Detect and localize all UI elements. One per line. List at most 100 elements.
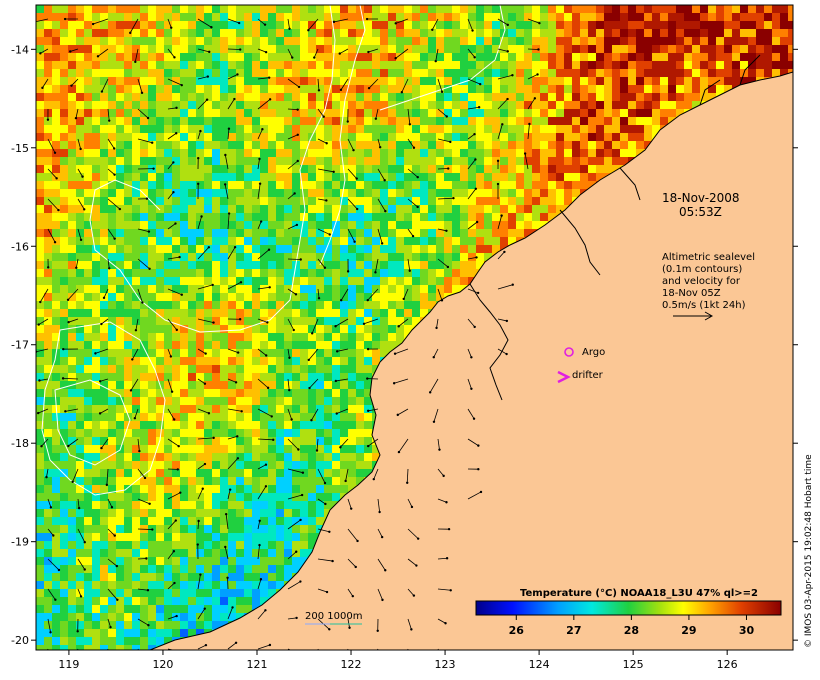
sst-pixel [220,189,228,197]
sst-pixel [220,293,228,301]
sst-pixel [580,101,588,109]
sst-pixel [676,61,684,69]
sst-pixel [204,229,212,237]
sst-pixel [372,277,380,285]
sst-pixel [236,333,244,341]
sst-pixel [260,5,268,13]
sst-pixel [308,173,316,181]
sst-pixel [324,293,332,301]
sst-pixel [604,5,612,13]
sst-pixel [764,69,772,77]
sst-pixel [108,5,116,13]
sst-pixel [108,325,116,333]
sst-pixel [284,13,292,21]
sst-pixel [684,53,692,61]
sst-pixel [516,77,524,85]
sst-pixel [452,173,460,181]
sst-pixel [132,397,140,405]
sst-pixel [404,125,412,133]
sst-pixel [228,309,236,317]
sst-pixel [156,109,164,117]
sst-pixel [284,253,292,261]
sst-pixel [156,165,164,173]
sst-pixel [332,205,340,213]
sst-pixel [100,109,108,117]
sst-pixel [124,357,132,365]
sst-pixel [452,101,460,109]
sst-pixel [340,261,348,269]
sst-pixel [676,53,684,61]
sst-pixel [716,77,724,85]
sst-pixel [636,93,644,101]
sst-pixel [220,29,228,37]
sst-pixel [204,13,212,21]
sst-pixel [172,349,180,357]
sst-pixel [252,197,260,205]
sst-pixel [132,45,140,53]
sst-pixel [100,229,108,237]
sst-pixel [348,189,356,197]
sst-pixel [212,61,220,69]
sst-pixel [148,413,156,421]
sst-pixel [452,221,460,229]
sst-pixel [500,133,508,141]
sst-pixel [636,117,644,125]
sst-pixel [196,69,204,77]
sst-pixel [68,245,76,253]
sst-pixel [172,189,180,197]
sst-pixel [308,29,316,37]
sst-pixel [156,69,164,77]
sst-pixel [84,325,92,333]
sst-pixel [68,413,76,421]
sst-pixel [468,45,476,53]
sst-pixel [164,13,172,21]
sst-pixel [108,85,116,93]
sst-pixel [276,221,284,229]
sst-pixel [348,29,356,37]
sst-pixel [140,237,148,245]
sst-pixel [212,213,220,221]
sst-pixel [156,373,164,381]
sst-pixel [84,253,92,261]
sst-pixel [116,157,124,165]
sst-pixel [132,21,140,29]
sst-pixel [36,245,44,253]
sst-pixel [236,69,244,77]
sst-pixel [188,157,196,165]
sst-pixel [60,117,68,125]
sst-pixel [668,93,676,101]
sst-pixel [388,173,396,181]
sst-pixel [92,285,100,293]
sst-pixel [172,37,180,45]
sst-pixel [412,293,420,301]
sst-pixel [76,213,84,221]
sst-pixel [196,229,204,237]
sst-pixel [236,357,244,365]
sst-pixel [404,237,412,245]
sst-pixel [292,85,300,93]
sst-pixel [36,397,44,405]
sst-pixel [532,109,540,117]
sst-pixel [244,349,252,357]
sst-pixel [316,109,324,117]
sst-pixel [188,101,196,109]
sst-pixel [292,69,300,77]
sst-pixel [316,13,324,21]
sst-pixel [244,301,252,309]
sst-pixel [164,397,172,405]
sst-pixel [180,389,188,397]
sst-pixel [380,37,388,45]
sst-pixel [324,181,332,189]
sst-pixel [100,37,108,45]
sst-pixel [164,37,172,45]
sst-pixel [36,21,44,29]
sst-pixel [436,277,444,285]
sst-pixel [148,85,156,93]
sst-pixel [44,421,52,429]
sst-pixel [108,389,116,397]
sst-pixel [492,229,500,237]
sst-pixel [196,357,204,365]
sst-pixel [116,325,124,333]
sst-pixel [108,341,116,349]
sst-pixel [380,165,388,173]
